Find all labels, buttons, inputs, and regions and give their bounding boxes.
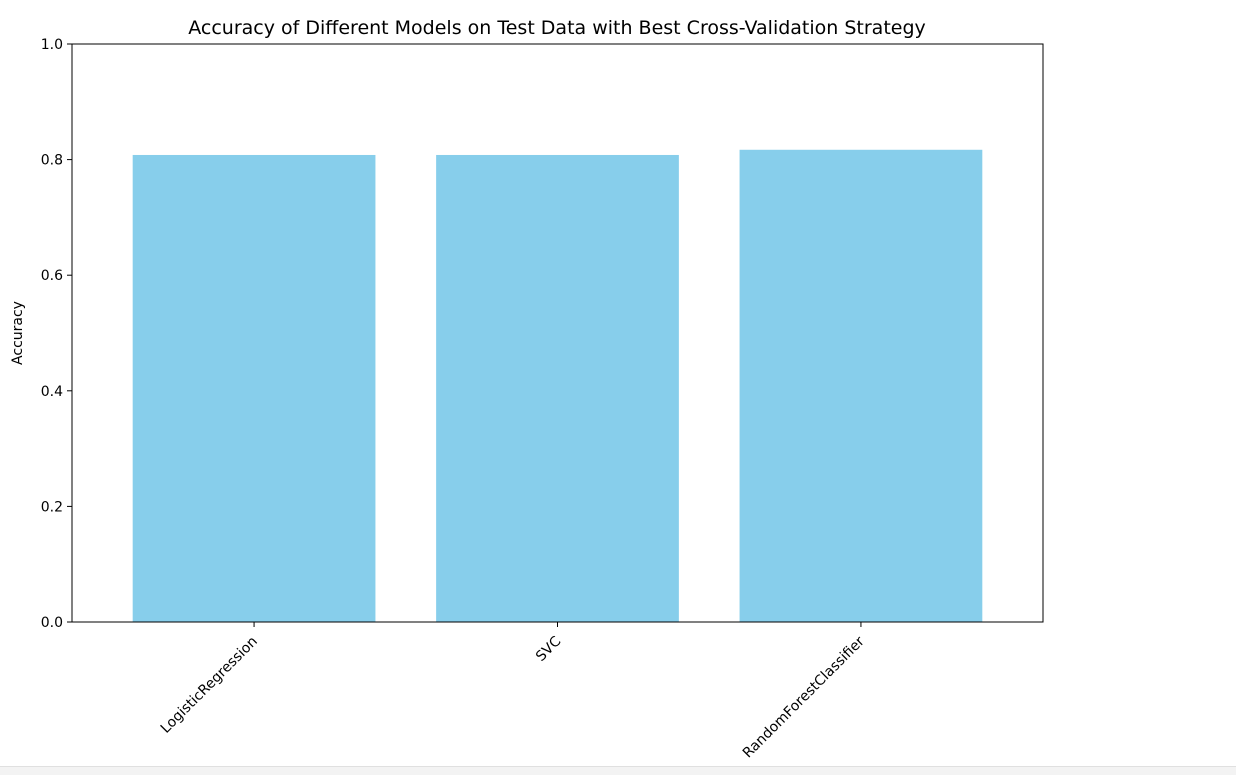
bottom-strip — [0, 766, 1236, 775]
bar-svc — [436, 154, 679, 622]
y-tick-label: 0.2 — [41, 499, 63, 515]
x-tick-label: SVC — [533, 633, 564, 664]
x-axis-ticks: LogisticRegression SVC RandomForestClassif… — [158, 622, 868, 761]
y-axis-ticks: 0.0 0.2 0.4 0.6 0.8 1.0 — [41, 37, 72, 631]
y-tick-label: 0.0 — [41, 615, 63, 631]
y-tick-label: 0.6 — [41, 268, 63, 284]
x-tick-label: RandomForestClassifier — [740, 633, 868, 761]
x-tick-label: LogisticRegression — [158, 634, 261, 737]
y-tick-label: 1.0 — [41, 37, 63, 53]
bars — [132, 149, 983, 623]
y-tick-label: 0.8 — [41, 153, 63, 169]
y-tick-label: 0.4 — [41, 384, 63, 400]
chart-title: Accuracy of Different Models on Test Dat… — [188, 17, 926, 39]
bar-logisticregression — [132, 154, 376, 622]
y-axis-label: Accuracy — [10, 301, 26, 365]
plot-frame — [71, 43, 1044, 623]
bar-randomforestclassifier — [739, 149, 983, 623]
